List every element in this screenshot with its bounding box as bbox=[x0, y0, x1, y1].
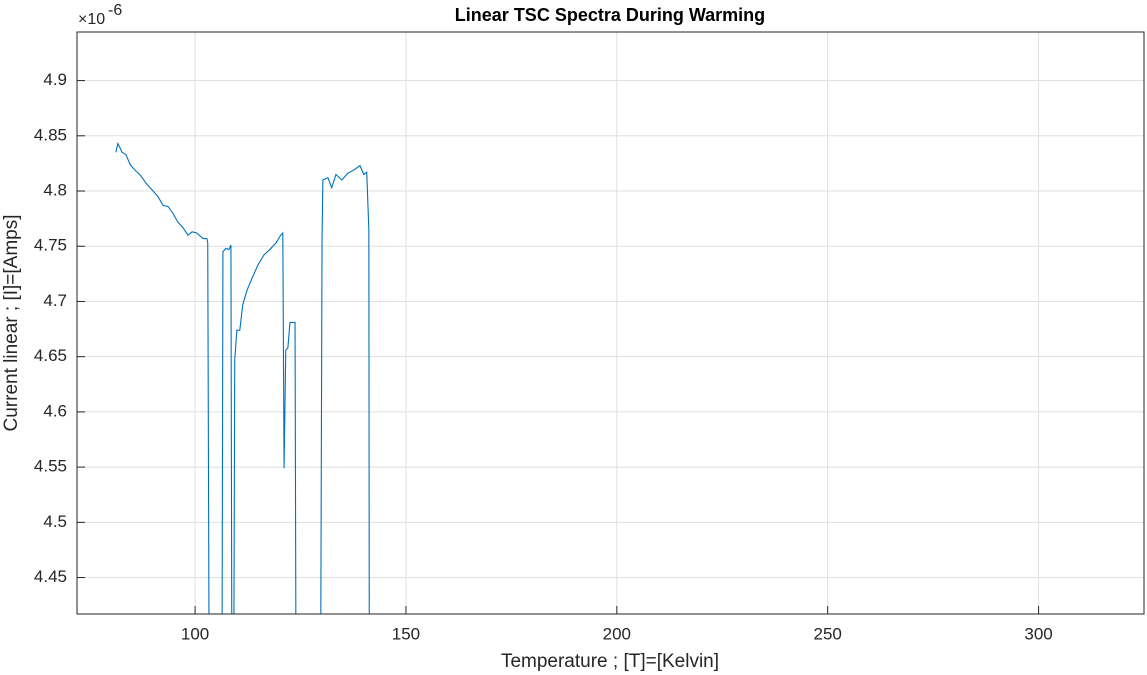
grid bbox=[77, 32, 1144, 614]
y-tick-label: 4.7 bbox=[43, 291, 67, 310]
y-tick-label: 4.9 bbox=[43, 70, 67, 89]
y-tick-label: 4.5 bbox=[43, 512, 67, 531]
y-tick-label: 4.75 bbox=[34, 236, 67, 255]
x-tick-label: 150 bbox=[392, 624, 420, 643]
axes-box bbox=[76, 31, 1145, 615]
y-scale-base: ×10 bbox=[78, 11, 105, 28]
plot-area bbox=[77, 32, 1144, 614]
x-tick-label: 250 bbox=[814, 624, 842, 643]
data-line bbox=[115, 141, 370, 614]
chart-title: Linear TSC Spectra During Warming bbox=[455, 5, 765, 25]
y-axis-label: Current linear ; [I]=[Amps] bbox=[1, 215, 22, 432]
x-axis-label: Temperature ; [T]=[Kelvin] bbox=[501, 651, 719, 672]
x-tick-label: 200 bbox=[603, 624, 631, 643]
y-tick-label: 4.8 bbox=[43, 181, 67, 200]
y-tick-label: 4.55 bbox=[34, 457, 67, 476]
x-tick-label: 100 bbox=[181, 624, 209, 643]
y-tick-label: 4.65 bbox=[34, 346, 67, 365]
y-tick-label: 4.45 bbox=[34, 567, 67, 586]
y-tick-label: 4.85 bbox=[34, 125, 67, 144]
x-tick-label: 300 bbox=[1024, 624, 1052, 643]
y-tick-label: 4.6 bbox=[43, 401, 67, 420]
lines bbox=[115, 141, 370, 614]
y-scale-power: -6 bbox=[108, 2, 122, 19]
